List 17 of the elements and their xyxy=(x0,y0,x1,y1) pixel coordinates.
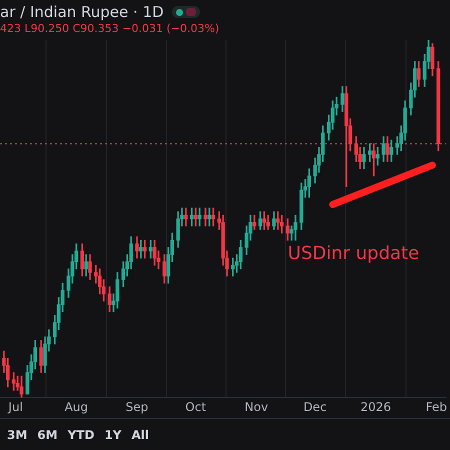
annotation: USDinr update xyxy=(288,243,420,264)
x-tick-label: Oct xyxy=(185,400,206,414)
x-tick-label: Nov xyxy=(244,400,268,414)
text: All xyxy=(131,428,149,442)
chart-title: ar / Indian Rupee · 1D xyxy=(0,3,164,21)
x-tick-label: Feb xyxy=(426,400,447,414)
candlestick xyxy=(204,208,208,226)
x-tick-label: Sep xyxy=(126,400,148,414)
x-tick-label: 2026 xyxy=(360,400,391,414)
text: 1Y xyxy=(104,428,122,442)
text: YTD xyxy=(68,428,94,442)
x-tick-label: Dec xyxy=(303,400,327,414)
text: 6M xyxy=(37,428,58,442)
x-tick-label: Aug xyxy=(64,400,88,414)
text: 3M xyxy=(7,428,28,442)
x-tick-label: Jul xyxy=(7,400,23,414)
chart-subtitle: 423 L90.250 C90.353 −0.031 (−0.03%) xyxy=(0,22,220,35)
